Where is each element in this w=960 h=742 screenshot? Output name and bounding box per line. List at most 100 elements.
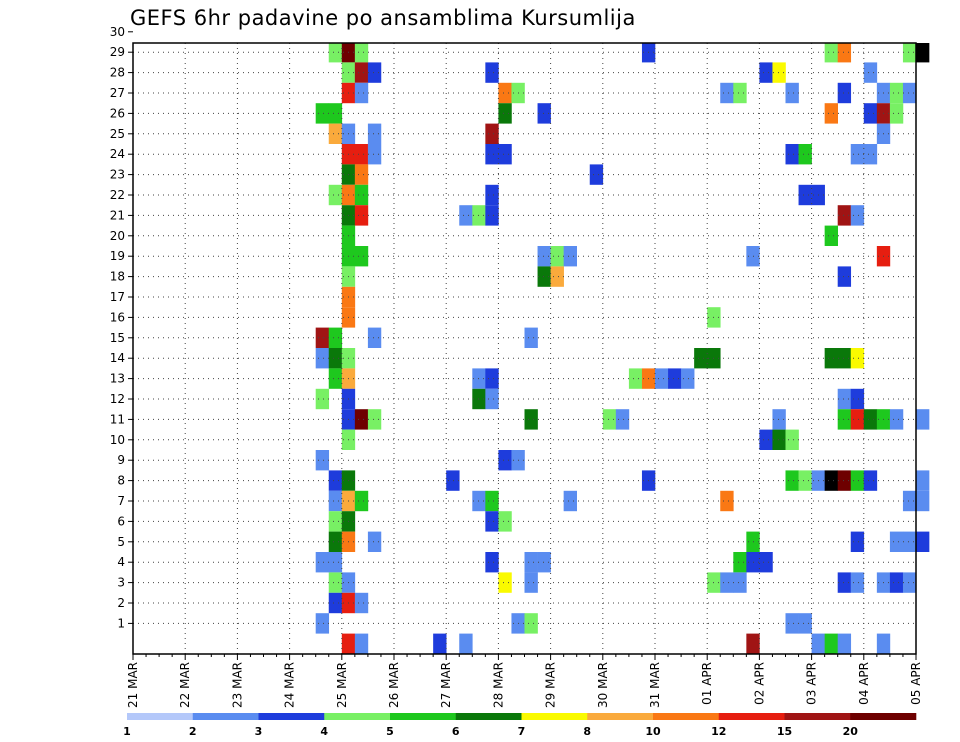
colorbar-label: 10 xyxy=(645,725,661,738)
precip-cell xyxy=(328,184,343,206)
precip-cell xyxy=(485,205,499,226)
y-tick-label: 14 xyxy=(110,351,125,365)
x-tick-label: 05 APR xyxy=(909,662,923,705)
precip-cell xyxy=(602,409,617,430)
precip-cell xyxy=(694,348,708,369)
precip-cell xyxy=(902,572,917,593)
precip-cell xyxy=(315,388,330,410)
precip-cell xyxy=(328,123,343,144)
colorbar-swatch xyxy=(718,713,785,720)
precip-cell xyxy=(498,572,512,593)
y-tick-label: 27 xyxy=(110,86,125,100)
precip-cell xyxy=(485,123,499,144)
precip-cell xyxy=(315,552,330,573)
precip-cell xyxy=(798,470,812,491)
precip-cell xyxy=(328,327,343,348)
precip-cell xyxy=(863,62,878,83)
precip-cell xyxy=(733,82,747,104)
precip-cell xyxy=(537,246,551,267)
precip-cell xyxy=(498,511,512,532)
precip-cell xyxy=(328,43,343,63)
colorbar-label: 3 xyxy=(255,725,263,738)
precip-cell xyxy=(628,368,643,389)
y-tick-label: 20 xyxy=(110,229,125,243)
x-tick-label: 03 APR xyxy=(805,662,819,705)
precip-cell xyxy=(902,531,917,552)
colorbar-label: 15 xyxy=(777,725,792,738)
precip-cell xyxy=(798,613,812,634)
colorbar-swatch xyxy=(324,713,391,720)
precip-cell xyxy=(354,490,369,512)
x-tick-label: 27 MAR xyxy=(439,662,453,708)
precip-cell xyxy=(354,592,369,614)
precip-cell xyxy=(615,409,630,430)
precip-cell xyxy=(837,266,852,287)
precip-cell xyxy=(746,633,760,654)
colorbar-swatch xyxy=(258,713,325,720)
y-tick-label: 2 xyxy=(117,596,125,610)
precip-cell xyxy=(589,164,604,185)
precip-cell xyxy=(772,409,786,430)
precip-cell xyxy=(433,633,447,654)
precip-cell xyxy=(720,490,734,512)
precip-cell xyxy=(759,429,773,450)
y-tick-label: 28 xyxy=(110,66,125,80)
y-tick-label: 11 xyxy=(110,412,125,426)
precip-cell xyxy=(315,103,330,124)
precip-cell xyxy=(785,82,799,104)
precip-cell xyxy=(889,572,904,593)
precip-cell xyxy=(720,82,734,104)
y-tick-label: 18 xyxy=(110,270,125,284)
precip-cell xyxy=(876,633,891,654)
precip-cell xyxy=(902,490,917,512)
y-tick-label: 5 xyxy=(117,535,125,549)
x-tick-label: 25 MAR xyxy=(335,662,349,708)
y-tick-label: 13 xyxy=(110,372,125,386)
y-tick-label: 16 xyxy=(110,310,125,324)
colorbar-swatch xyxy=(127,713,194,720)
precip-cell xyxy=(837,43,852,63)
x-tick-label: 02 APR xyxy=(752,662,766,705)
precip-cell xyxy=(367,531,382,552)
y-tick-label: 6 xyxy=(117,514,125,528)
precip-cell xyxy=(850,348,865,369)
y-tick-label: 15 xyxy=(110,331,125,345)
colorbar-swatch xyxy=(521,713,588,720)
precip-cell xyxy=(328,470,343,491)
precip-cell xyxy=(446,470,460,491)
precip-cell xyxy=(772,429,786,450)
precip-cell xyxy=(863,103,878,124)
y-tick-label: 24 xyxy=(110,147,125,161)
precip-cell xyxy=(485,552,499,573)
precip-cell xyxy=(785,429,799,450)
precip-cell xyxy=(655,368,669,389)
precip-cell xyxy=(824,43,838,63)
precip-cell xyxy=(837,409,852,430)
precip-cell xyxy=(563,490,577,512)
colorbar-swatch xyxy=(784,713,851,720)
precip-cell xyxy=(837,572,852,593)
x-tick-label: 23 MAR xyxy=(230,662,244,708)
precip-cell xyxy=(524,613,538,634)
precip-cell xyxy=(916,531,930,552)
x-tick-label: 28 MAR xyxy=(491,662,505,708)
colorbar-swatch xyxy=(192,713,259,720)
precip-cell xyxy=(537,266,551,287)
precip-cell xyxy=(328,348,343,369)
precip-cell xyxy=(916,470,930,491)
y-axis: 1234567891011121314151617181920212223242… xyxy=(110,25,133,630)
precip-cell xyxy=(354,62,369,83)
y-tick-label: 21 xyxy=(110,208,125,222)
colorbar-label: 1 xyxy=(123,725,131,738)
colorbar-label: 12 xyxy=(711,725,726,738)
precip-cell xyxy=(315,613,330,634)
y-tick-label: 10 xyxy=(110,433,125,447)
precipitation-cells xyxy=(315,43,930,654)
x-tick-label: 26 MAR xyxy=(387,662,401,708)
precip-cell xyxy=(485,144,499,165)
y-tick-label: 3 xyxy=(117,576,125,590)
precip-cell xyxy=(498,144,512,165)
precip-cell xyxy=(811,633,825,654)
x-tick-label: 01 APR xyxy=(700,662,714,705)
